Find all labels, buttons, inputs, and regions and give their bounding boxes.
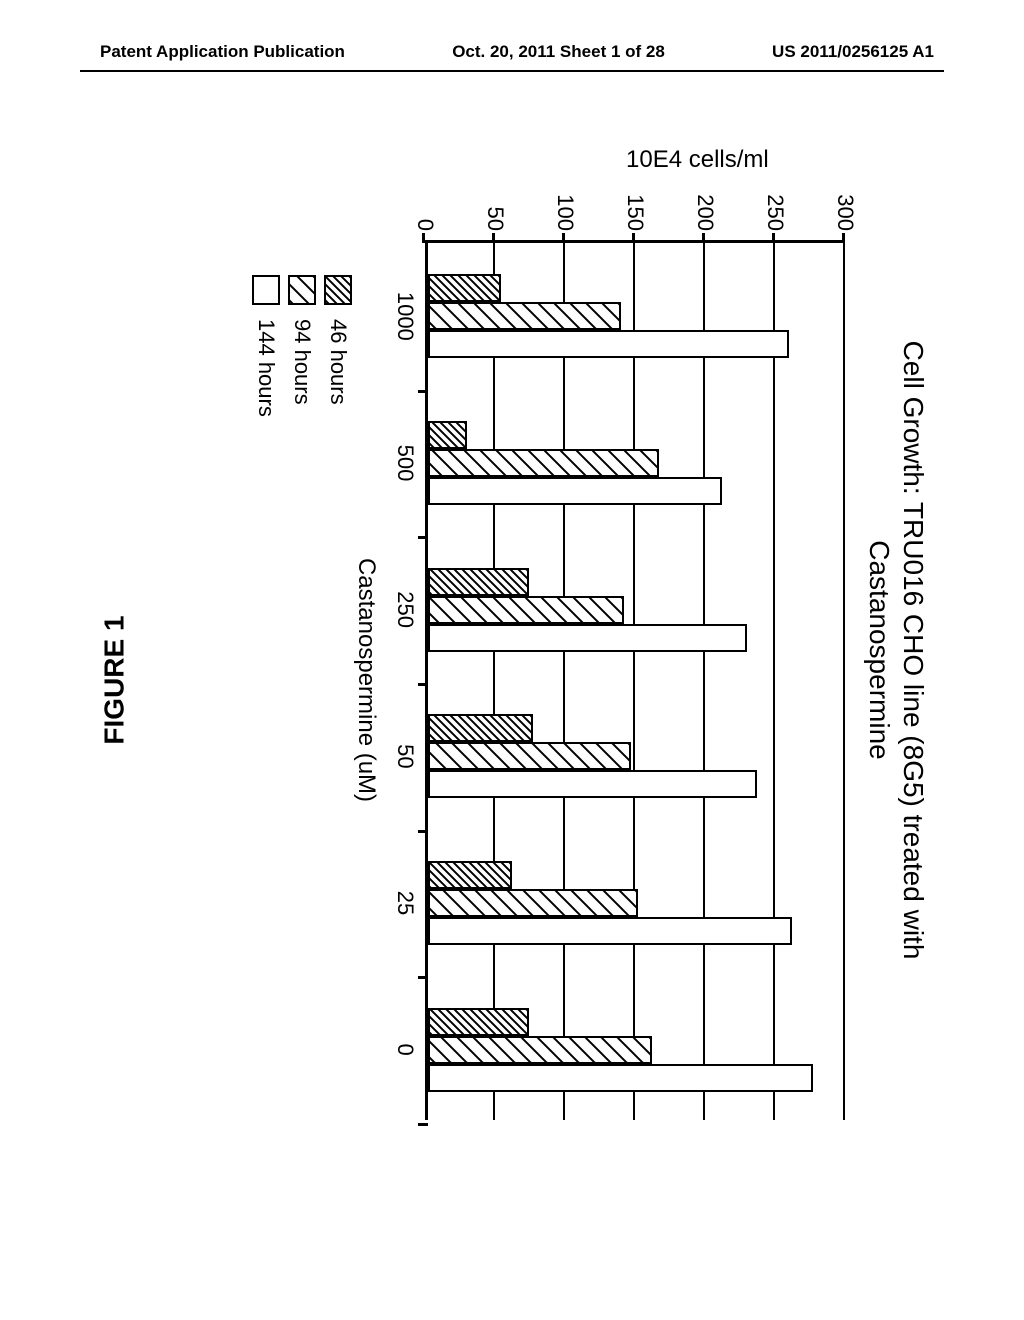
xtick-label: 50 [392, 696, 418, 816]
bar [428, 330, 789, 358]
gridline [633, 243, 635, 1120]
ytick-label: 150 [622, 194, 648, 231]
legend-label: 144 hours [253, 319, 279, 417]
legend-item: 46 hours [324, 275, 352, 417]
chart-title-line2: Castanospermine [864, 540, 895, 759]
chart: Cell Growth: TRU016 CHO line (8G5) treat… [35, 275, 1024, 1025]
ytick-label: 100 [552, 194, 578, 231]
bar [428, 1064, 813, 1092]
legend-item: 144 hours [252, 275, 280, 417]
bar [428, 889, 638, 917]
header-left: Patent Application Publication [100, 42, 345, 62]
xtick-label: 0 [392, 990, 418, 1110]
xtick-mark [418, 536, 428, 539]
bar [428, 421, 467, 449]
chart-title: Cell Growth: TRU016 CHO line (8G5) treat… [863, 120, 930, 1180]
ytick-mark [842, 233, 845, 243]
ytick-mark [492, 233, 495, 243]
xtick-label: 250 [392, 550, 418, 670]
xtick-mark [418, 390, 428, 393]
bar [428, 917, 792, 945]
bar [428, 861, 512, 889]
ytick-label: 0 [412, 219, 438, 231]
bar [428, 1036, 652, 1064]
bar [428, 568, 529, 596]
gridline [563, 243, 565, 1120]
header-right: US 2011/0256125 A1 [772, 42, 934, 62]
bar [428, 449, 659, 477]
gridline [703, 243, 705, 1120]
legend-item: 94 hours [288, 275, 316, 417]
bar [428, 624, 747, 652]
xtick-label: 500 [392, 403, 418, 523]
bar [428, 742, 631, 770]
gridline [843, 243, 845, 1120]
header-rule [80, 70, 944, 72]
legend-swatch [288, 275, 316, 305]
bar [428, 1008, 529, 1036]
ytick-label: 250 [762, 194, 788, 231]
ytick-mark [562, 233, 565, 243]
ytick-mark [422, 233, 425, 243]
gridline [493, 243, 495, 1120]
legend-label: 94 hours [289, 319, 315, 405]
ytick-label: 300 [832, 194, 858, 231]
chart-title-line1: Cell Growth: TRU016 CHO line (8G5) treat… [898, 341, 929, 960]
bar [428, 714, 533, 742]
ytick-mark [772, 233, 775, 243]
bar [428, 274, 501, 302]
legend: 46 hours 94 hours 144 hours [244, 275, 360, 417]
plot-area: 050100150200250300100050025050250 [425, 240, 845, 1120]
xtick-label: 1000 [392, 256, 418, 376]
bar [428, 477, 722, 505]
bar [428, 596, 624, 624]
bar [428, 302, 621, 330]
ytick-label: 200 [692, 194, 718, 231]
ytick-mark [632, 233, 635, 243]
xtick-mark [418, 1123, 428, 1126]
legend-swatch [324, 275, 352, 305]
legend-swatch [252, 275, 280, 305]
bar [428, 770, 757, 798]
legend-label: 46 hours [325, 319, 351, 405]
ytick-mark [702, 233, 705, 243]
xtick-mark [418, 683, 428, 686]
xtick-label: 25 [392, 843, 418, 963]
gridline [773, 243, 775, 1120]
figure-container: FIGURE 1 Cell Growth: TRU016 CHO line (8… [80, 150, 940, 1210]
header-center: Oct. 20, 2011 Sheet 1 of 28 [452, 42, 665, 62]
y-axis-label: 10E4 cells/ml [626, 146, 769, 174]
ytick-label: 50 [482, 207, 508, 231]
xtick-mark [418, 830, 428, 833]
xtick-mark [418, 976, 428, 979]
